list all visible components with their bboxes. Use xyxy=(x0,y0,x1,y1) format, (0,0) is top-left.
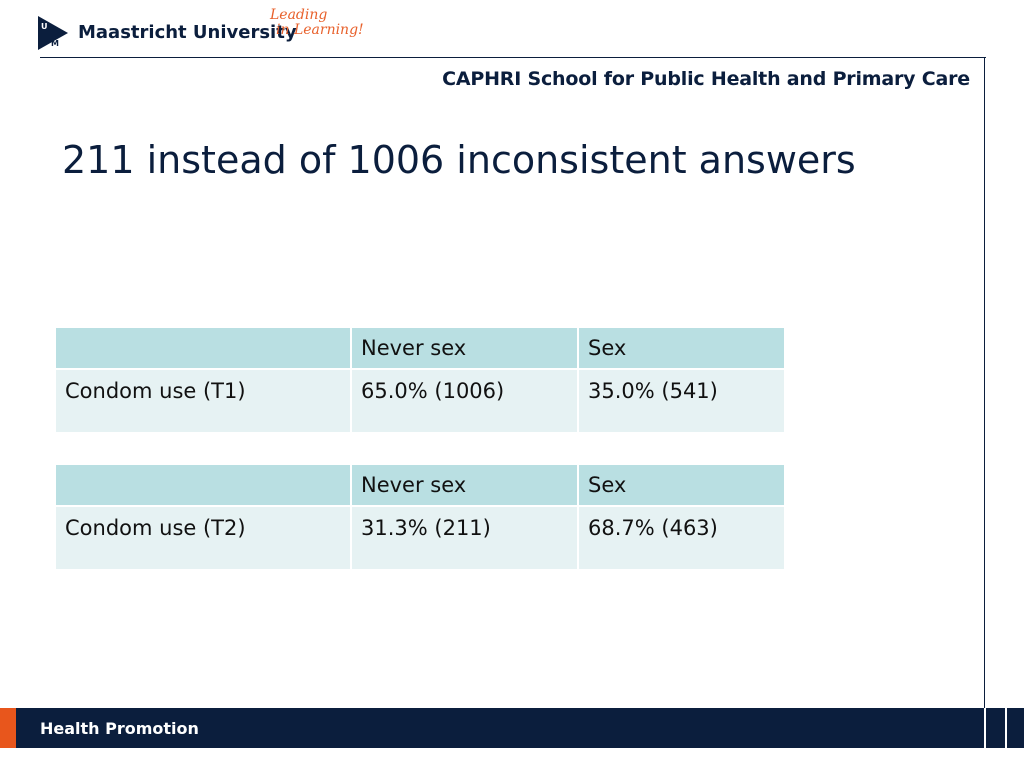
sex-value: 35.0% (541) xyxy=(577,368,786,434)
header-cell-sex: Sex xyxy=(577,326,786,370)
university-logo: U M Maastricht University Leading in Lea… xyxy=(38,8,368,56)
header-cell-never-sex: Never sex xyxy=(350,463,579,507)
never-sex-value: 31.3% (211) xyxy=(350,505,579,571)
never-sex-value: 65.0% (1006) xyxy=(350,368,579,434)
header-cell-empty xyxy=(54,326,352,370)
footer-accent xyxy=(0,708,16,748)
footer-divider xyxy=(1005,708,1007,748)
footer-label: Health Promotion xyxy=(40,719,199,738)
header-cell-never-sex: Never sex xyxy=(350,326,579,370)
table-row: Condom use (T2) 31.3% (211) 68.7% (463) xyxy=(54,505,786,571)
row-label: Condom use (T2) xyxy=(54,505,352,571)
table-t1: Never sex Sex Condom use (T1) 65.0% (100… xyxy=(54,326,786,434)
right-divider xyxy=(984,57,985,747)
sex-value: 68.7% (463) xyxy=(577,505,786,571)
svg-text:U: U xyxy=(41,22,48,31)
slide-title: 211 instead of 1006 inconsistent answers xyxy=(62,138,856,182)
row-label: Condom use (T1) xyxy=(54,368,352,434)
svg-text:M: M xyxy=(51,39,59,48)
tagline-line-1: Leading xyxy=(270,7,328,23)
footer-bar: Health Promotion xyxy=(0,708,1024,748)
university-name: Maastricht University xyxy=(78,22,297,43)
tagline: Leading in Learning! xyxy=(270,8,364,38)
table-header-row: Never sex Sex xyxy=(54,463,786,507)
school-name: CAPHRI School for Public Health and Prim… xyxy=(442,68,970,90)
footer-divider xyxy=(984,708,986,748)
um-logo-icon: U M xyxy=(38,16,68,50)
header-cell-sex: Sex xyxy=(577,463,786,507)
header-cell-empty xyxy=(54,463,352,507)
table-row: Condom use (T1) 65.0% (1006) 35.0% (541) xyxy=(54,368,786,434)
tagline-line-2: in Learning! xyxy=(276,22,364,38)
table-header-row: Never sex Sex xyxy=(54,326,786,370)
table-t2: Never sex Sex Condom use (T2) 31.3% (211… xyxy=(54,463,786,571)
header-divider xyxy=(40,57,986,58)
